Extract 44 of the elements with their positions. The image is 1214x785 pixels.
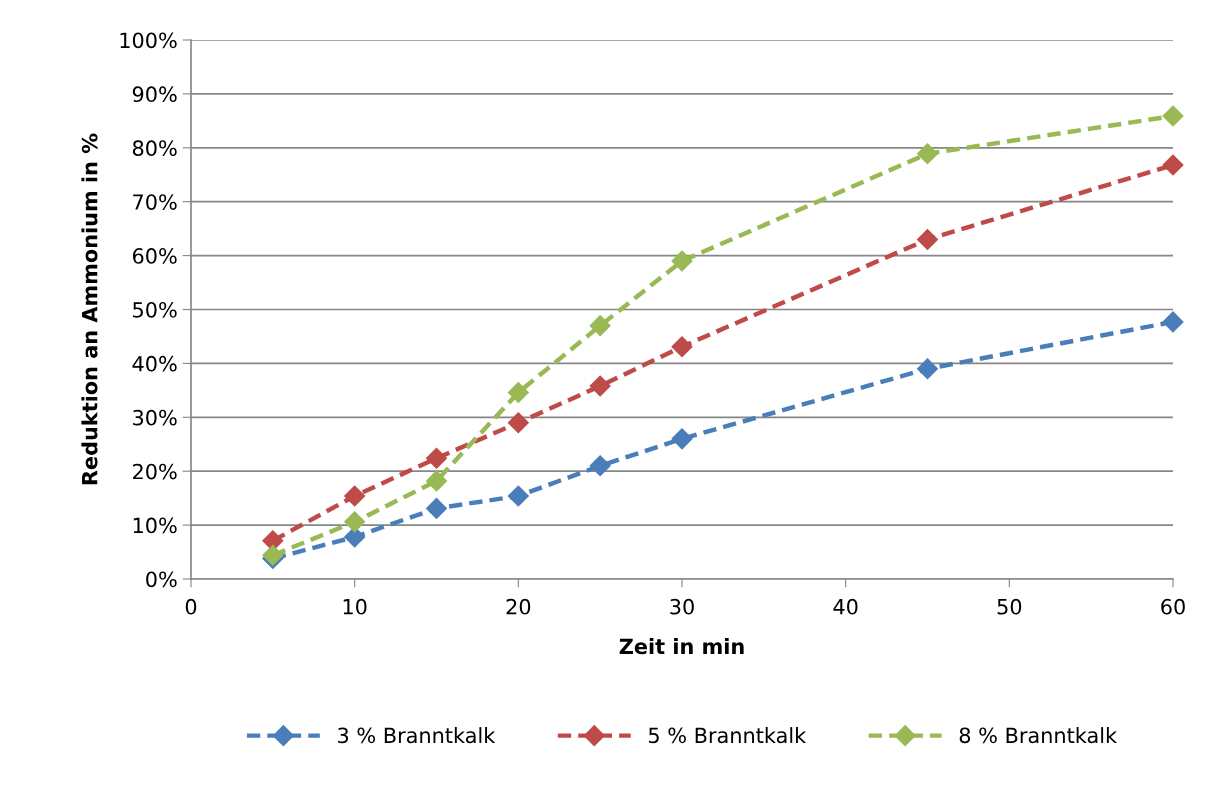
y-tick-label: 20%: [133, 463, 177, 480]
point: [507, 381, 529, 404]
point: [1162, 154, 1184, 176]
point: [425, 470, 448, 492]
point: [344, 511, 366, 533]
point: [671, 250, 693, 272]
legend-label: 3 % Branntkalk: [338, 727, 496, 744]
point: [1162, 105, 1184, 127]
y-tick-label: 90%: [132, 86, 177, 103]
x-tick-label: 20: [506, 598, 531, 615]
y-tick-label: 80%: [132, 140, 177, 157]
y-tick-label: 10%: [133, 517, 177, 534]
point: [589, 315, 611, 337]
y-tick-label: 50%: [133, 301, 177, 318]
y-tick-label: 30%: [133, 409, 177, 426]
point: [589, 375, 611, 397]
point: [916, 143, 939, 165]
y-tick-label: 40%: [132, 355, 177, 372]
x-tick-label: 10: [343, 598, 367, 615]
point: [507, 412, 529, 434]
y-tick-label: 70%: [133, 194, 177, 210]
point: [1162, 311, 1184, 333]
x-tick-label: 0: [185, 598, 197, 615]
y-tick-label: 0%: [146, 571, 177, 588]
y-tick-label: 100%: [120, 32, 177, 49]
y-axis-title: Reduktion an Ammonium in %: [81, 133, 98, 485]
point: [425, 447, 448, 469]
point: [344, 526, 366, 548]
point: [344, 485, 366, 507]
x-axis-title: Zeit in min: [619, 638, 744, 655]
point: [671, 336, 693, 358]
point: [671, 428, 693, 450]
y-tick-label: 60%: [132, 248, 177, 264]
x-tick-label: 40: [833, 598, 858, 615]
x-tick-label: 30: [670, 598, 694, 615]
legend-label: 8 % Branntkalk: [959, 727, 1118, 744]
point: [589, 455, 611, 477]
point: [916, 228, 939, 250]
x-tick-label: 60: [1161, 598, 1185, 615]
legend-label: 5 % Branntkalk: [649, 727, 807, 744]
point: [425, 497, 448, 519]
point: [916, 358, 939, 380]
point: [507, 485, 529, 507]
x-tick-label: 50: [997, 598, 1022, 615]
